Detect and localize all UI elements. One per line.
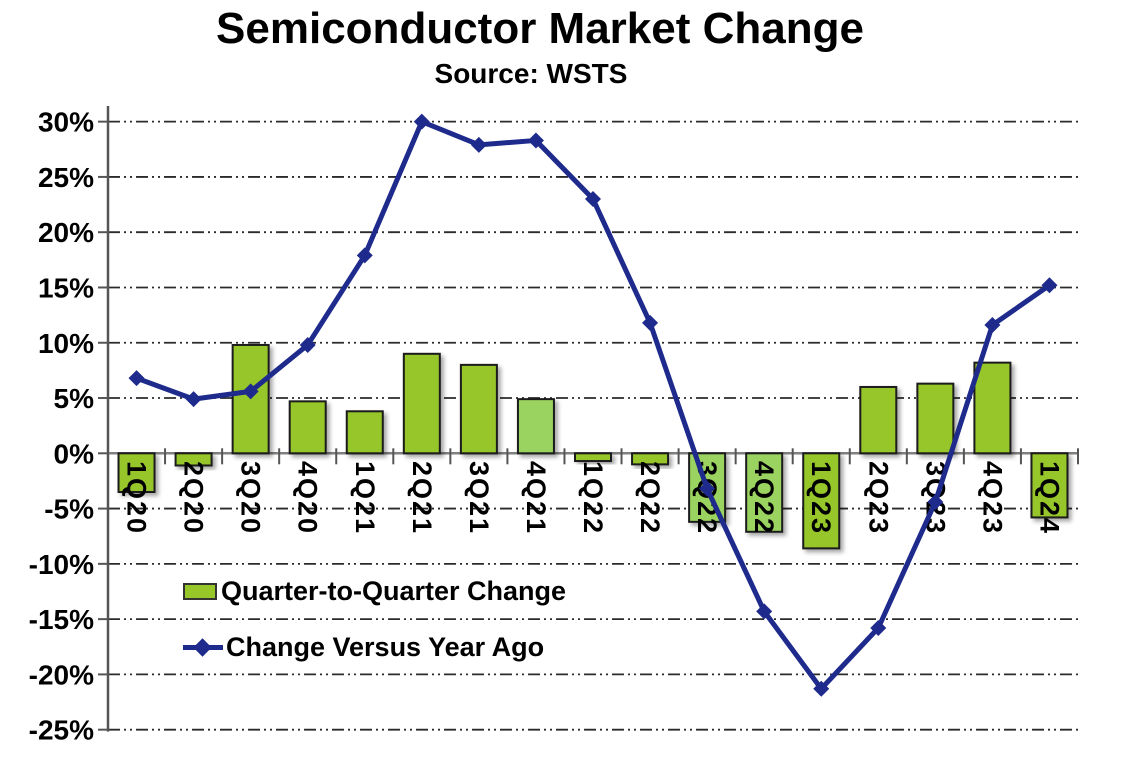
diamond-marker-1Q23 [813, 680, 830, 697]
y-axis-label--25%: -25% [29, 715, 94, 746]
diamond-marker-4Q22 [756, 603, 773, 620]
diamond-marker-1Q20 [128, 370, 145, 387]
x-axis-label-2Q23: 2Q23 [863, 461, 893, 535]
y-axis-label--20%: -20% [29, 659, 94, 690]
chart-title: Semiconductor Market Change [216, 4, 864, 53]
x-axis-label-1Q24: 1Q24 [1034, 461, 1064, 535]
diamond-marker-3Q22 [699, 480, 716, 497]
y-axis-label-25%: 25% [38, 162, 94, 193]
diamond-marker-1Q24 [1041, 277, 1058, 294]
bar-4Q21 [516, 398, 555, 455]
x-axis-label-2Q22: 2Q22 [635, 461, 665, 535]
diamond-marker-2Q22 [642, 314, 659, 331]
diamond-marker-3Q21 [470, 136, 487, 153]
x-axis-label-4Q21: 4Q21 [521, 461, 551, 535]
bar-1Q20 [117, 452, 156, 493]
y-axis-label--5%: -5% [44, 494, 94, 525]
diamond-marker-4Q21 [527, 132, 544, 149]
y-axis-label-15%: 15% [38, 272, 94, 303]
bar-1Q22 [574, 452, 612, 463]
diamond-marker-2Q23 [870, 619, 887, 636]
y-axis-label-30%: 30% [38, 107, 94, 138]
chart-subtitle: Source: WSTS [434, 58, 628, 89]
diamond-marker-4Q20 [299, 336, 316, 353]
x-axis-label-1Q22: 1Q22 [578, 461, 608, 535]
bar-3Q21 [459, 363, 498, 455]
bar-4Q22 [745, 452, 784, 533]
y-axis-label--15%: -15% [29, 604, 94, 635]
legend-bar-label: Quarter-to-Quarter Change [221, 575, 567, 606]
diamond-marker-1Q22 [585, 191, 601, 208]
x-axis-label-1Q21: 1Q21 [350, 461, 380, 535]
x-axis-label-3Q21: 3Q21 [464, 461, 494, 535]
bar-4Q23 [973, 361, 1012, 455]
y-axis-label-0%: 0% [54, 438, 95, 469]
bar-4Q20 [288, 400, 327, 455]
bar-series-swatch-icon [183, 582, 217, 600]
diamond-marker-2Q20 [185, 391, 202, 408]
line-series-marker-icon [183, 638, 223, 657]
bar-2Q22 [631, 452, 670, 466]
diamond-marker-2Q21 [413, 113, 430, 130]
x-axis-label-4Q22: 4Q22 [749, 461, 779, 535]
x-axis-label-2Q20: 2Q20 [179, 461, 209, 535]
legend: Quarter-to-Quarter Change Change Versus … [183, 574, 566, 664]
bar-3Q23 [916, 382, 955, 455]
bar-2Q21 [402, 352, 441, 455]
bar-2Q23 [859, 385, 898, 455]
diamond-marker-3Q23 [927, 493, 944, 510]
diamond-marker-3Q20 [242, 383, 259, 400]
bar-2Q20 [174, 452, 213, 467]
x-axis-label-4Q23: 4Q23 [977, 461, 1007, 535]
legend-line-label: Change Versus Year Ago [226, 631, 545, 662]
y-axis-label-10%: 10% [38, 328, 94, 359]
legend-item-line-series: Change Versus Year Ago [183, 630, 566, 664]
y-axis-label-5%: 5% [54, 383, 95, 414]
bar-1Q21 [345, 410, 384, 455]
bar-1Q23 [802, 452, 841, 550]
x-axis-label-3Q22: 3Q22 [692, 461, 722, 535]
x-axis-label-1Q23: 1Q23 [806, 461, 836, 535]
y-axis-label-20%: 20% [38, 217, 94, 248]
legend-item-bar-series: Quarter-to-Quarter Change [183, 574, 566, 608]
y-axis-label--10%: -10% [29, 549, 94, 580]
diamond-marker-1Q21 [356, 247, 373, 264]
x-axis-label-4Q20: 4Q20 [293, 461, 323, 535]
x-axis-label-1Q20: 1Q20 [122, 461, 152, 535]
x-axis-label-3Q20: 3Q20 [236, 461, 266, 535]
x-axis-label-2Q21: 2Q21 [407, 461, 437, 535]
bar-1Q24 [1030, 452, 1069, 519]
diamond-marker-4Q23 [984, 317, 1001, 334]
